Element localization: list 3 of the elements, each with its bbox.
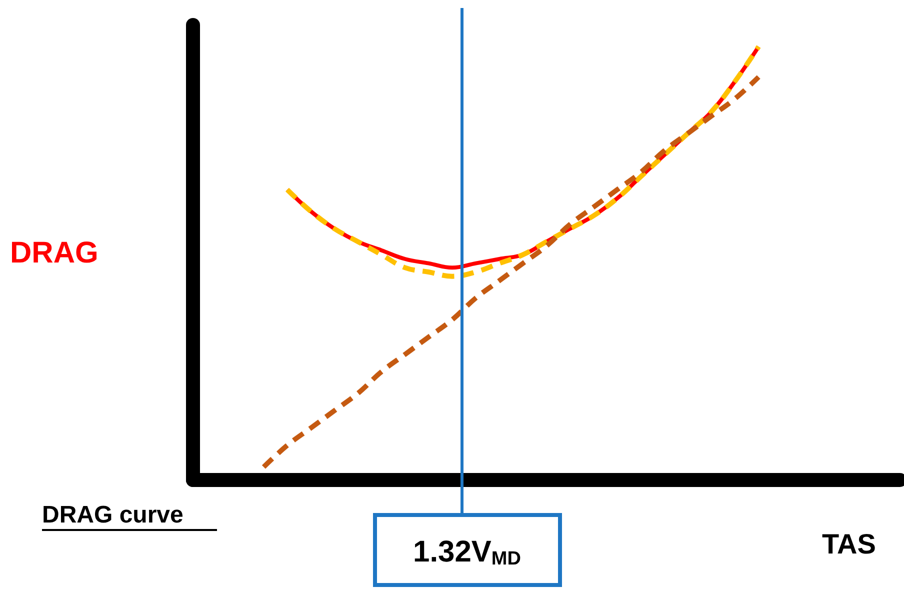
text: DRAG curve	[42, 502, 184, 528]
x-axis-title: TAS	[822, 528, 876, 560]
y-axis-title: DRAG	[10, 236, 98, 270]
